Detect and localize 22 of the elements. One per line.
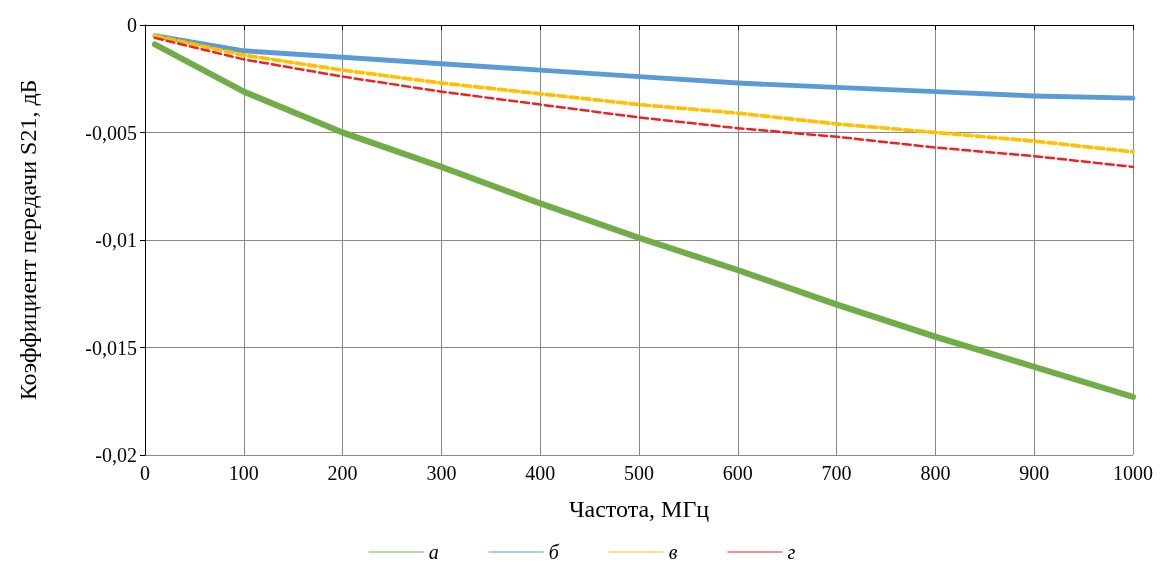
y-tick-label: -0,01 <box>95 229 137 251</box>
x-tick-label: 500 <box>624 462 654 484</box>
x-tick-label: 100 <box>228 462 259 484</box>
line-series <box>152 33 1136 101</box>
x-tick-label: 400 <box>525 462 556 484</box>
x-tick-label: 600 <box>722 462 753 484</box>
y-tick-label: -0,015 <box>85 336 137 359</box>
y-tick-label: 0 <box>127 14 137 36</box>
x-tick-label: 1000 <box>1113 462 1153 484</box>
x-tick-label: 300 <box>426 462 457 484</box>
y-tick-label: -0,02 <box>95 444 137 466</box>
x-axis-title: Частота, МГц <box>568 496 710 522</box>
legend-label: г <box>787 541 796 563</box>
y-axis-title: Коэффициент передачи S21, дБ <box>15 79 41 401</box>
x-tick-label: 700 <box>821 462 852 484</box>
x-tick-label: 200 <box>327 462 358 484</box>
legend-label: а <box>428 541 439 563</box>
x-tick-label: 900 <box>1019 462 1050 484</box>
x-tick-label: 800 <box>920 462 951 484</box>
legend-label: в <box>668 541 678 563</box>
y-tick-label: -0,005 <box>85 121 137 144</box>
legend-label: б <box>548 541 560 563</box>
